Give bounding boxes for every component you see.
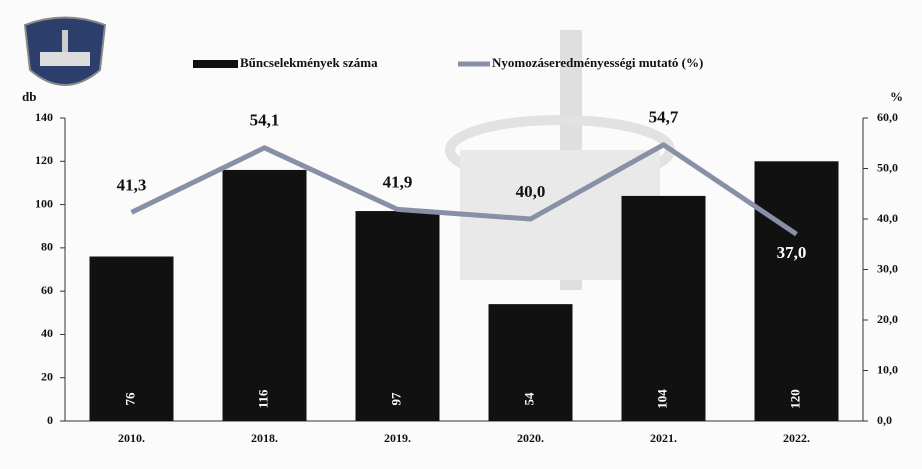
line-value-label: 37,0: [777, 243, 807, 262]
y-tick-label: 60: [41, 283, 53, 297]
legend-swatch: [193, 60, 238, 68]
x-tick-label: 2022.: [783, 431, 810, 445]
y-axis-label: db: [22, 89, 36, 104]
line-value-label: 40,0: [516, 182, 546, 201]
bar-value-label: 97: [388, 392, 403, 406]
x-tick-label: 2021.: [650, 431, 677, 445]
bar: [488, 304, 573, 421]
line-value-label: 41,3: [117, 175, 147, 194]
line: [130, 142, 798, 237]
bar-value-label: 76: [122, 392, 137, 406]
x-tick-label: 2018.: [251, 431, 278, 445]
y2-tick-label: 10,0: [877, 362, 898, 376]
bar: [621, 195, 706, 421]
line-value-label: 54,7: [649, 108, 679, 127]
bar: [222, 169, 307, 421]
legend-label: Nyomozáseredményességi mutató (%): [492, 55, 703, 70]
y-tick-label: 140: [35, 110, 53, 124]
y-tick-label: 0: [47, 413, 53, 427]
y-tick-label: 80: [41, 240, 53, 254]
y-tick-label: 20: [41, 369, 53, 383]
legend-label: Bűncselekmények száma: [240, 55, 378, 70]
bar-value-label: 120: [787, 389, 802, 409]
y-tick-label: 40: [41, 326, 53, 340]
y-tick-label: 100: [35, 196, 53, 210]
y-tick-label: 120: [35, 153, 53, 167]
y2-tick-label: 40,0: [877, 211, 898, 225]
bar: [754, 161, 839, 422]
line-value-label: 41,9: [383, 172, 413, 191]
x-tick-label: 2020.: [517, 431, 544, 445]
y2-tick-label: 50,0: [877, 160, 898, 174]
y2-tick-label: 0,0: [877, 413, 892, 427]
y2-tick-label: 30,0: [877, 261, 898, 275]
bar: [89, 256, 174, 421]
logo: [23, 16, 107, 86]
x-tick-label: 2010.: [118, 431, 145, 445]
bar-value-label: 116: [255, 389, 270, 408]
bar-value-label: 54: [521, 392, 536, 406]
line-value-label: 54,1: [250, 111, 280, 130]
y2-axis-label: %: [890, 89, 903, 104]
bar-value-label: 104: [654, 389, 669, 409]
y2-tick-label: 60,0: [877, 110, 898, 124]
x-tick-label: 2019.: [384, 431, 411, 445]
bar: [355, 211, 440, 421]
y2-tick-label: 20,0: [877, 312, 898, 326]
